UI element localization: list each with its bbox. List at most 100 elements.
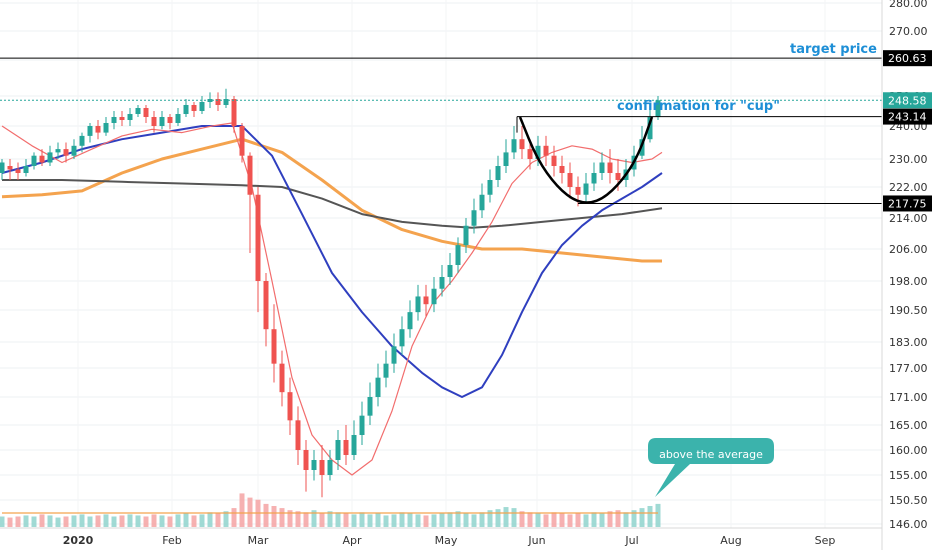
volume-bar (167, 516, 173, 527)
volume-bar (359, 512, 365, 527)
volume-bar (519, 511, 525, 527)
price-tick-label: 206.00 (889, 243, 928, 256)
candle-body (175, 114, 181, 123)
time-tick-label: Feb (162, 534, 181, 547)
volume-bar (631, 510, 637, 527)
volume-bar (327, 511, 333, 527)
candle-body (383, 363, 389, 378)
candle-body (599, 162, 605, 173)
volume-bar (303, 512, 309, 527)
candle-body (223, 99, 229, 105)
cup-path (518, 116, 654, 204)
candle-body (239, 126, 245, 156)
candle-body (327, 460, 333, 475)
price-tick-label: 222.00 (889, 181, 928, 194)
candle-body (287, 392, 293, 421)
candle-body (399, 329, 405, 347)
volume-bar (263, 503, 269, 527)
candle-body (343, 440, 349, 455)
candle-body (431, 288, 437, 305)
price-tick-label: 270.00 (889, 25, 928, 38)
time-tick-label: May (435, 534, 458, 547)
candle-body (95, 126, 101, 133)
price-tick-label: 230.00 (889, 153, 928, 166)
annotation-cup-confirmation: confirmation for "cup" (617, 99, 780, 114)
price-tick-label: 150.50 (889, 494, 928, 507)
volume-bar (495, 509, 501, 527)
volume-bar (455, 511, 461, 527)
volume-bar (591, 512, 597, 527)
time-tick-label: Jun (527, 534, 545, 547)
volume-bar (175, 514, 181, 527)
volume-bar (503, 507, 509, 527)
candle-body (447, 265, 453, 277)
price-axis: 146.00 150.50 155.00 160.00 165.00 171.00 177.… (881, 0, 928, 550)
price-tick-label: 183.00 (889, 336, 928, 349)
volume-bar (207, 512, 213, 527)
candle-body (215, 99, 221, 105)
candle-body (143, 108, 149, 117)
volume-bar (7, 517, 13, 527)
candle-body (511, 139, 517, 153)
volume-bar (527, 512, 533, 527)
volume-bar (103, 514, 109, 527)
volume-bar (639, 508, 645, 527)
volume-bar (247, 497, 253, 527)
candle-body (503, 152, 509, 166)
volume-bar (335, 512, 341, 527)
volume-bar (151, 514, 157, 527)
price-tick-label: 165.00 (889, 419, 928, 432)
volume-bar (215, 513, 221, 527)
volume-bar (287, 510, 293, 527)
volume-bar (231, 508, 237, 527)
price-tick-label: 171.00 (889, 391, 928, 404)
time-axis: 2020 Feb Mar Apr May Jun Jul Aug Sep (0, 527, 882, 547)
candle-body (231, 99, 237, 126)
volume-bar (271, 506, 277, 527)
volume-bar (143, 516, 149, 527)
candle-body (127, 114, 133, 120)
volume-bar (15, 516, 21, 527)
volume-bar (463, 513, 469, 527)
candle-body (407, 312, 413, 330)
volume-bar (559, 513, 565, 527)
candle-body (159, 117, 165, 126)
price-tag-label: 243.14 (888, 111, 927, 124)
candle-body (23, 166, 29, 173)
price-levels (0, 57, 882, 204)
volume-bar (23, 515, 29, 527)
volume-bar (351, 514, 357, 527)
volume-bar (415, 514, 421, 527)
price-tag-box (883, 108, 932, 125)
price-tick-label: 155.00 (889, 469, 928, 482)
volume-bar (439, 513, 445, 527)
candle-body (439, 277, 445, 289)
candle-body (551, 155, 557, 166)
volume-bar (199, 514, 205, 527)
volume-bar (71, 515, 77, 527)
candle-body (255, 194, 261, 281)
candle-body (303, 450, 309, 470)
price-tick-label: 160.00 (889, 444, 928, 457)
volume-bar (47, 515, 53, 527)
ma-fast-red-line (1, 122, 663, 476)
volume-bar (511, 508, 517, 527)
candlesticks (0, 88, 661, 498)
candle-body (455, 245, 461, 265)
volume-bar (239, 493, 245, 527)
cup-curve (518, 116, 654, 204)
volume-bars (0, 493, 661, 527)
volume-bar (119, 515, 125, 527)
candle-body (487, 180, 493, 195)
candle-body (583, 183, 589, 195)
price-tags: 260.63 248.58 243.14 217.75 (883, 50, 932, 212)
candle-body (15, 169, 21, 173)
volume-bar (223, 511, 229, 527)
volume-bar (655, 503, 661, 527)
volume-bar (551, 512, 557, 527)
volume-bar (383, 515, 389, 527)
price-tag-label: 217.75 (888, 197, 927, 210)
candle-body (575, 187, 581, 195)
ma-slow-orange-line (1, 137, 662, 263)
price-tag-box (883, 50, 932, 67)
